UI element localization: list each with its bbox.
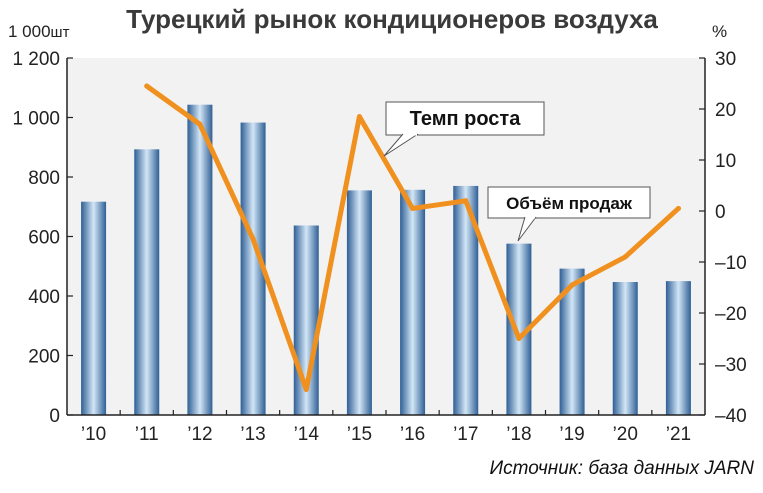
callout-growth-pointer [383, 133, 419, 157]
growth-point [622, 254, 628, 260]
x-tick-label: ’11 [135, 424, 159, 445]
left-tick-label: 1 000 [12, 109, 60, 130]
growth-point [569, 282, 575, 288]
x-tick-label: ’10 [81, 424, 106, 445]
left-tick-label: 1 200 [12, 49, 60, 70]
right-tick-label: 20 [715, 100, 736, 121]
x-tick-label: ’19 [559, 424, 584, 445]
callout-growth-box [385, 101, 545, 136]
chart-title: Турецкий рынок кондиционеров воздуха [126, 4, 658, 34]
growth-point [356, 114, 362, 120]
callout-sales-pointer [517, 216, 537, 242]
bar [187, 104, 213, 416]
x-tick-label: ’18 [506, 424, 531, 445]
growth-point [516, 336, 522, 341]
left-axis-ticks: 0 200 400 600 800 1 000 1 200 [12, 49, 73, 427]
x-tick-label: ’16 [400, 424, 425, 445]
right-tick-label: 10 [715, 151, 736, 172]
left-tick-label: 800 [28, 168, 60, 189]
x-tick-label: ’17 [453, 424, 478, 445]
right-tick-label: –40 [715, 406, 747, 427]
bar [612, 282, 638, 415]
right-axis-unit: % [712, 22, 727, 41]
bar [346, 190, 372, 415]
bar [665, 281, 691, 415]
right-tick-label: –30 [715, 355, 747, 376]
callout-sales-box [487, 186, 651, 219]
x-tick-label: ’13 [240, 424, 265, 445]
bar [134, 149, 160, 415]
x-tick-label: ’21 [666, 424, 691, 445]
bar-series [81, 104, 691, 416]
callout-sales-label: Объём продаж [506, 194, 633, 213]
right-tick-label: 0 [715, 202, 726, 223]
x-tick-label: ’12 [187, 424, 212, 445]
growth-point [144, 83, 150, 89]
callout-growth: Темп роста [383, 101, 545, 157]
x-axis-ticks: ’10 ’11 ’12 ’13 ’14 ’15 ’16 ’17 ’18 ’19 ’20 ’21 [81, 410, 691, 445]
right-tick-label: –10 [715, 253, 747, 274]
growth-point [250, 236, 256, 242]
growth-point [675, 205, 681, 211]
right-tick-label: –20 [715, 304, 747, 325]
growth-point [410, 205, 416, 211]
x-tick-label: ’20 [613, 424, 638, 445]
bar [400, 189, 426, 415]
left-tick-label: 200 [28, 347, 60, 368]
left-axis-unit: 1 000шт [8, 22, 70, 41]
source-note: Источник: база данных JARN [490, 458, 755, 479]
left-tick-label: 0 [49, 406, 60, 427]
growth-point [463, 198, 469, 204]
line-series [144, 83, 681, 392]
left-axis-unit-number: 1 000 [8, 22, 51, 41]
growth-point [197, 121, 203, 127]
left-tick-label: 600 [28, 228, 60, 249]
x-tick-label: ’15 [347, 424, 372, 445]
x-tick-label: ’14 [294, 424, 320, 445]
right-tick-label: 30 [715, 49, 736, 70]
callout-sales: Объём продаж [487, 186, 651, 242]
right-axis-ticks: 30 20 10 0 –10 –20 –30 –40 [699, 49, 747, 427]
left-axis-unit-suffix: шт [51, 24, 70, 41]
growth-point [303, 387, 309, 392]
bar [81, 201, 107, 415]
callout-growth-label: Темп роста [410, 108, 522, 130]
left-tick-label: 400 [28, 287, 60, 308]
